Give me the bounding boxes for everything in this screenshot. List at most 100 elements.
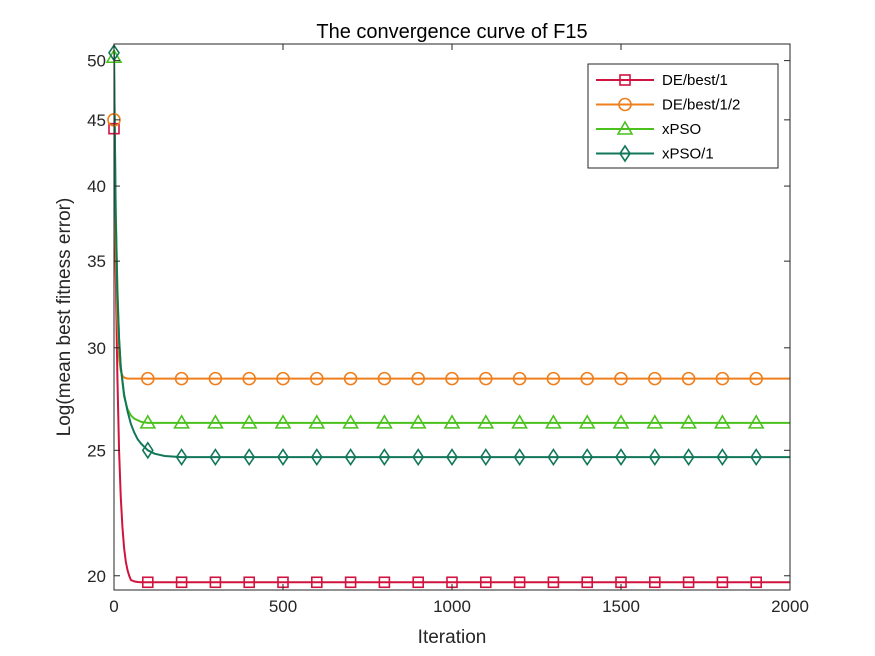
y-tick-label: 30 — [87, 339, 106, 358]
data-point-marker — [647, 371, 662, 386]
chart-title: The convergence curve of F15 — [316, 21, 587, 43]
data-point-marker — [513, 576, 526, 589]
y-tick-label: 25 — [87, 441, 106, 460]
data-point-marker — [240, 414, 258, 429]
data-point-marker — [342, 414, 359, 429]
y-tick-label: 35 — [87, 252, 106, 271]
data-point-marker — [378, 448, 391, 467]
data-point-marker — [207, 414, 224, 429]
data-point-marker — [714, 414, 731, 429]
x-tick-label: 0 — [109, 597, 118, 616]
data-point-marker — [376, 414, 393, 429]
data-point-marker — [615, 448, 627, 467]
y-axis-title: Log(mean best fitness error) — [54, 198, 75, 437]
data-point-marker — [174, 371, 189, 386]
data-point-marker — [276, 371, 290, 386]
series-line-1 — [114, 128, 790, 584]
data-point-marker — [750, 576, 763, 589]
data-point-marker — [209, 576, 222, 589]
x-axis-title: Iteration — [418, 627, 487, 648]
data-point-marker — [443, 414, 461, 429]
y-tick-label: 20 — [87, 567, 106, 586]
legend-label: DE/best/1 — [662, 72, 728, 89]
series-line-4 — [114, 52, 790, 459]
data-point-marker — [648, 448, 661, 467]
data-point-marker — [612, 414, 630, 429]
legend-marker — [619, 144, 631, 163]
data-point-marker — [716, 576, 729, 589]
data-point-marker — [614, 371, 628, 386]
data-point-marker — [545, 414, 562, 429]
data-point-marker — [445, 371, 459, 386]
data-point-marker — [511, 414, 528, 429]
legend-label: xPSO/1 — [662, 146, 714, 163]
data-point-marker — [512, 371, 527, 386]
data-point-marker — [646, 414, 664, 429]
data-point-marker — [479, 576, 492, 589]
data-point-marker — [308, 414, 326, 429]
data-point-marker — [409, 414, 427, 429]
data-point-marker — [343, 371, 358, 386]
data-point-marker — [208, 371, 223, 386]
data-point-marker — [209, 448, 222, 467]
data-point-marker — [478, 371, 493, 386]
data-point-marker — [309, 371, 324, 386]
data-point-marker — [173, 414, 190, 429]
series-layer — [114, 52, 790, 584]
data-point-marker — [479, 448, 492, 467]
legend-label: xPSO — [662, 121, 701, 138]
data-point-marker — [242, 371, 256, 386]
data-point-marker — [681, 371, 696, 386]
data-point-marker — [243, 448, 256, 467]
data-point-marker — [274, 414, 292, 429]
data-point-marker — [477, 414, 495, 429]
data-point-marker — [412, 448, 425, 467]
x-tick-label: 1000 — [433, 597, 471, 616]
data-point-marker — [446, 448, 458, 467]
data-point-marker — [412, 576, 425, 589]
y-tick-label: 40 — [87, 177, 106, 196]
data-point-marker — [310, 448, 323, 467]
x-tick-label: 2000 — [771, 597, 809, 616]
y-tick-label: 50 — [87, 52, 106, 71]
legend-label: DE/best/1/2 — [662, 97, 740, 114]
data-point-marker — [411, 371, 426, 386]
data-point-marker — [141, 371, 155, 386]
x-axis: 0 500 1000 1500 2000 — [109, 44, 809, 616]
data-point-marker — [175, 576, 188, 589]
data-point-marker — [277, 448, 289, 467]
data-point-marker — [513, 448, 526, 467]
data-point-marker — [682, 448, 695, 467]
data-point-marker — [716, 448, 729, 467]
data-point-marker — [580, 371, 595, 386]
x-tick-label: 500 — [269, 597, 297, 616]
legend-marker — [616, 120, 634, 135]
data-point-marker — [547, 576, 560, 589]
data-point-marker — [378, 576, 391, 589]
legend: DE/best/1 DE/best/1/2 xPSO xPSO/1 — [587, 63, 779, 169]
data-point-marker — [747, 414, 765, 429]
data-point-marker — [141, 441, 154, 460]
legend-marker — [619, 74, 631, 86]
data-point-marker — [581, 576, 594, 589]
data-point-marker — [578, 414, 596, 429]
data-point-marker — [581, 448, 594, 467]
data-point-marker — [175, 448, 188, 467]
data-point-marker — [139, 414, 157, 429]
data-point-marker — [142, 576, 154, 589]
data-point-marker — [682, 576, 695, 589]
legend-marker — [618, 97, 632, 112]
data-point-marker — [344, 448, 357, 467]
data-point-marker — [377, 371, 392, 386]
x-tick-label: 1500 — [602, 597, 640, 616]
y-tick-label: 45 — [87, 111, 106, 130]
data-point-marker — [310, 576, 323, 589]
data-point-marker — [344, 576, 357, 589]
data-point-marker — [715, 371, 730, 386]
data-point-marker — [546, 371, 561, 386]
data-point-marker — [749, 371, 764, 386]
data-point-marker — [547, 448, 560, 467]
data-point-marker — [680, 414, 697, 429]
data-point-marker — [243, 576, 255, 589]
